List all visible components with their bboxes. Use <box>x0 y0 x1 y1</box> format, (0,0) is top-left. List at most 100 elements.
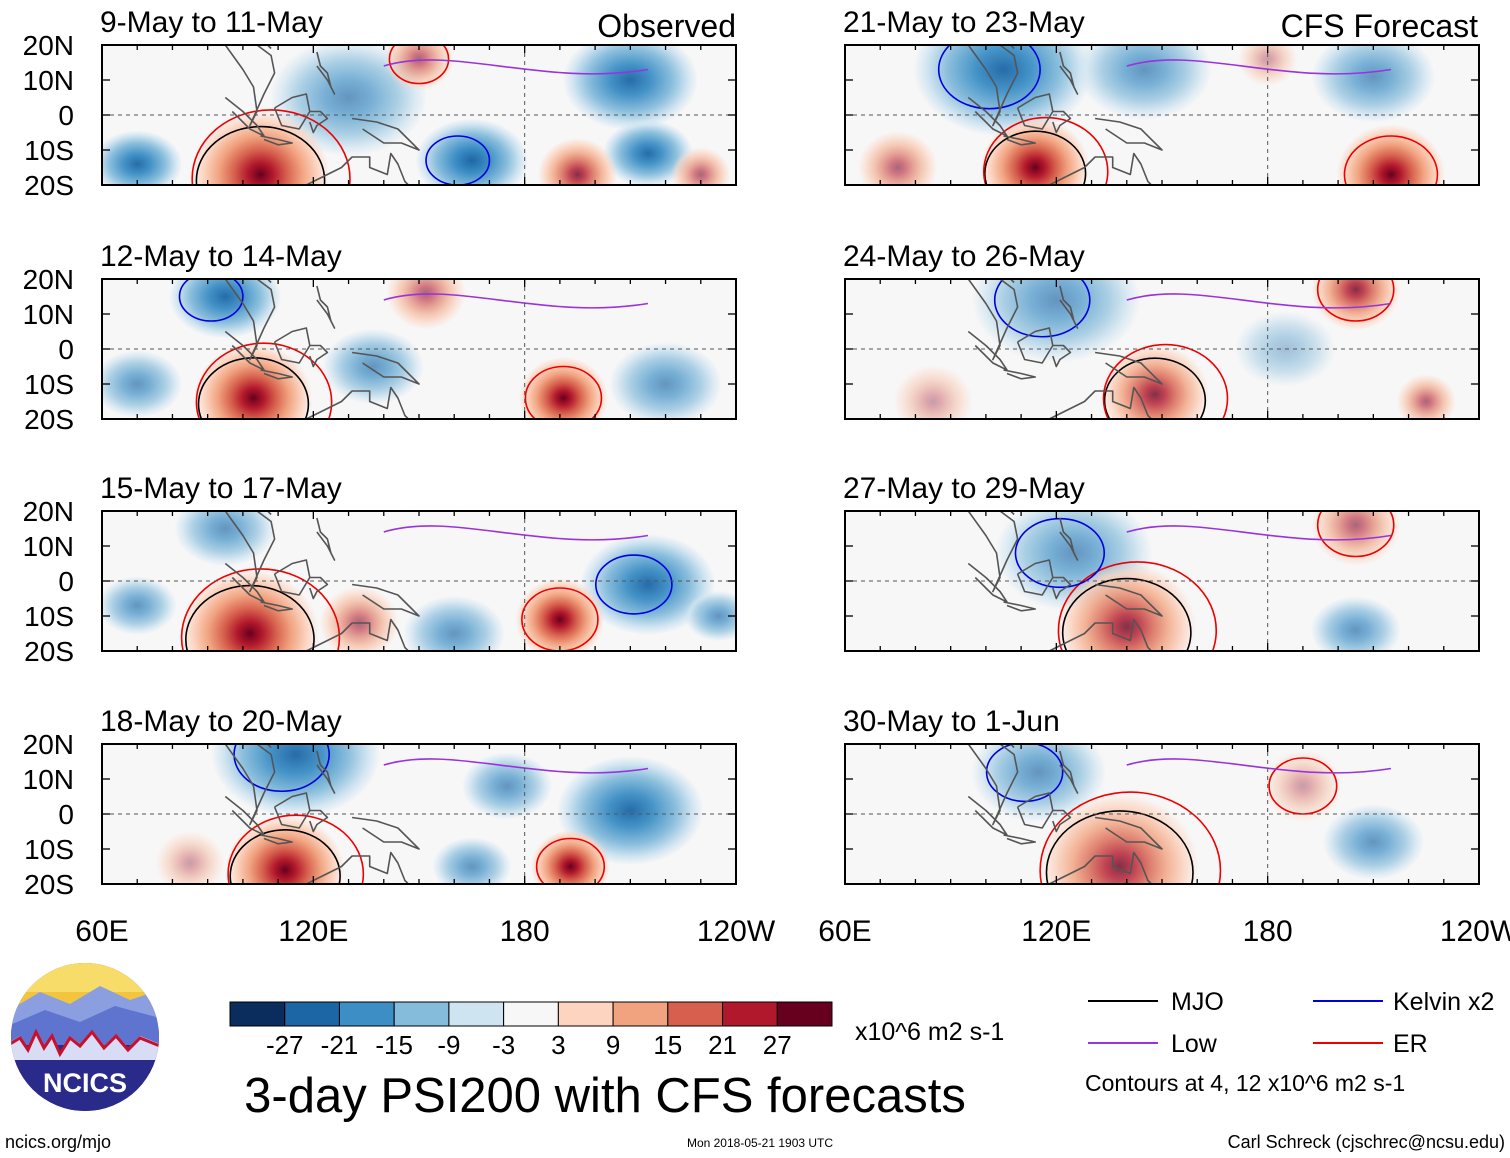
coastline <box>967 45 1019 127</box>
er-contour <box>191 109 351 185</box>
coastline <box>304 618 410 651</box>
lat-label: 10S <box>24 135 74 166</box>
coastline <box>1059 51 1079 95</box>
coastline <box>1047 386 1153 419</box>
coastline <box>224 96 265 137</box>
negative-anomaly <box>415 118 529 185</box>
lon-label: 120W <box>697 915 776 948</box>
coastline <box>1052 809 1072 833</box>
lat-label: 20S <box>24 170 74 201</box>
er-contour <box>388 45 450 85</box>
positive-anomaly <box>515 578 605 651</box>
coastline <box>1059 750 1079 794</box>
panel-3: 20N 10N 0 10S 20S 15-May to 17-May <box>23 472 737 667</box>
lat-label: 20N <box>23 496 74 527</box>
panel-period-title: 15-May to 17-May <box>100 472 342 505</box>
negative-anomaly <box>913 45 1094 137</box>
positive-anomaly <box>1040 793 1199 884</box>
er-contour <box>1316 279 1395 322</box>
negative-anomaly <box>102 130 183 185</box>
colorbar-swatch <box>557 1001 614 1027</box>
panel-8: 30-May to 1-Jun <box>843 705 1480 885</box>
er-contour <box>227 814 365 884</box>
positive-anomaly <box>1238 45 1298 87</box>
coastline <box>1047 152 1153 185</box>
lat-label: 20S <box>24 869 74 900</box>
panel-field <box>858 45 1446 185</box>
coastline <box>304 386 410 419</box>
negative-anomaly <box>562 45 698 131</box>
positive-anomaly <box>180 569 319 651</box>
coastline <box>260 834 293 845</box>
panel-field <box>102 45 731 185</box>
negative-anomaly <box>971 279 1141 363</box>
coastline <box>351 583 420 617</box>
lat-label: 20S <box>24 404 74 435</box>
colorbar-tick-label: 15 <box>653 1030 682 1060</box>
lat-label: 10S <box>24 369 74 400</box>
coastline <box>1009 279 1015 284</box>
lat-label: 10S <box>24 834 74 865</box>
coastline <box>1052 344 1072 368</box>
coastline <box>1052 110 1072 134</box>
coastline <box>316 517 336 561</box>
positive-anomaly <box>191 110 330 185</box>
panel-period-title: 9-May to 11-May <box>100 6 323 39</box>
coastline <box>304 152 410 185</box>
coastline <box>1009 45 1015 50</box>
coastline <box>266 279 272 284</box>
panel-7: 27-May to 29-May <box>843 472 1480 652</box>
lat-label: 10N <box>23 764 74 795</box>
low-contour <box>1126 293 1392 309</box>
coastline <box>316 750 336 794</box>
panel-period-title: 27-May to 29-May <box>843 472 1085 505</box>
colorbar-swatch <box>229 1001 286 1027</box>
negative-anomaly <box>1322 804 1425 880</box>
positive-anomaly <box>1057 562 1196 651</box>
column-header-forecast: CFS Forecast <box>1281 8 1478 44</box>
positive-anomaly <box>671 147 731 185</box>
panel-field <box>102 511 736 651</box>
coastline <box>309 809 329 833</box>
positive-anomaly <box>1336 124 1446 185</box>
colorbar-swatch <box>612 1001 669 1027</box>
legend-label-er: ER <box>1393 1030 1428 1058</box>
coastline <box>1003 135 1036 146</box>
lat-label: 0 <box>58 799 74 830</box>
panel-1: 20N 10N 0 10S 20S 9-May to 11-May <box>23 6 737 201</box>
negative-anomaly <box>432 837 512 884</box>
lon-label: 120E <box>1021 915 1091 948</box>
lon-label: 60E <box>818 915 871 948</box>
site-link[interactable]: ncics.org/mjo <box>5 1132 111 1152</box>
mjo-contour <box>1103 357 1207 419</box>
panel-field <box>155 744 704 884</box>
coastline <box>1047 618 1153 651</box>
positive-anomaly <box>155 831 225 884</box>
ncics-logo[interactable]: NCICS <box>10 962 160 1120</box>
colorbar-tick-label: -9 <box>437 1030 460 1060</box>
kelvin-contour <box>937 45 1041 110</box>
colorbar-tick-label: -3 <box>492 1030 515 1060</box>
panel-4: 20N 10N 0 10S 20S 18-May to 20-May <box>23 705 737 900</box>
panel-grid: 20N 10N 0 10S 20S 9-May to 11-May 20N10N010S20… <box>23 6 1480 900</box>
positive-anomaly <box>858 131 938 185</box>
positive-anomaly <box>194 343 313 419</box>
coastline <box>260 135 293 146</box>
positive-anomaly <box>893 365 973 419</box>
negative-anomaly <box>1076 45 1212 120</box>
coastline <box>1003 834 1036 845</box>
kelvin-contour <box>233 744 330 793</box>
panel-6: 24-May to 26-May <box>843 240 1480 420</box>
er-contour <box>1057 561 1218 651</box>
legend-label-mjo: MJO <box>1171 988 1224 1016</box>
panel-5: 21-May to 23-May <box>843 6 1480 186</box>
panel-period-title: 30-May to 1-Jun <box>843 705 1060 738</box>
positive-anomaly <box>1311 279 1401 331</box>
colorbar-swatch <box>338 1001 395 1027</box>
lon-label: 120W <box>1440 915 1510 948</box>
coastline <box>224 795 265 836</box>
legend-label-low: Low <box>1171 1030 1218 1058</box>
er-contour <box>1039 791 1222 884</box>
negative-anomaly <box>403 595 505 651</box>
